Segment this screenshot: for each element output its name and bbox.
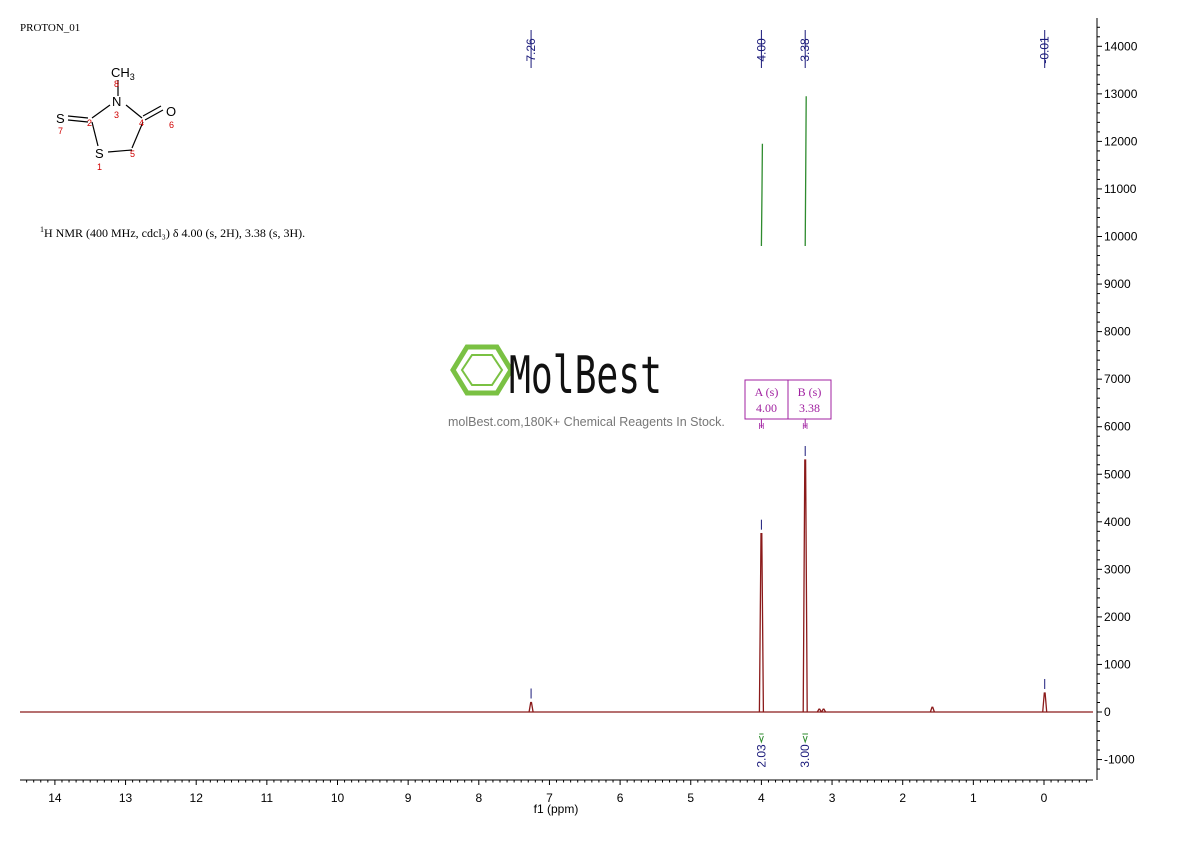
- experiment-label: PROTON_01: [20, 22, 80, 34]
- integral-group: 2.03 3.00: [754, 96, 812, 768]
- x-tick-label: 10: [331, 791, 345, 805]
- x-tick-label: 5: [687, 791, 694, 805]
- y-tick-label: 10000: [1104, 230, 1138, 244]
- watermark-tagline: molBest.com,180K+ Chemical Reagents In S…: [448, 415, 725, 429]
- integral-curve: [804, 96, 807, 247]
- x-tick-label: 8: [475, 791, 482, 805]
- y-tick-label: 1000: [1104, 657, 1131, 671]
- integral-value: 3.00: [798, 744, 812, 768]
- multiplet-name: A (s): [755, 385, 779, 399]
- watermark: MolBest molBest.com,180K+ Chemical Reage…: [448, 344, 725, 429]
- multiplet-unit: H: [802, 422, 808, 431]
- y-tick-label: 5000: [1104, 467, 1131, 481]
- atom-methyl: CH3: [111, 65, 135, 82]
- y-tick-label: 6000: [1104, 420, 1131, 434]
- molecule-structure: S 7 2 N 3 CH3 8 4 O 6 5 S 1: [56, 65, 176, 172]
- x-tick-label: 4: [758, 791, 765, 805]
- y-tick-label: 11000: [1104, 182, 1137, 196]
- x-axis-label: f1 (ppm): [534, 802, 579, 816]
- y-tick-label: 7000: [1104, 372, 1131, 386]
- y-tick-label: -1000: [1104, 753, 1135, 767]
- x-tick-label: 1: [970, 791, 977, 805]
- peak-label: 7.26: [524, 38, 538, 62]
- spectrum-trace: [20, 459, 1093, 713]
- x-tick-label: 9: [405, 791, 412, 805]
- atom-number-2: 2: [87, 118, 92, 128]
- x-tick-label: 2: [899, 791, 906, 805]
- caption-text: H NMR (400 MHz, cdcl₃) δ 4.00 (s, 2H), 3…: [44, 226, 306, 240]
- x-tick-label: 3: [829, 791, 836, 805]
- x-tick-label: 12: [190, 791, 204, 805]
- spectrum-peak: [528, 701, 534, 713]
- spectrum-peak: [758, 533, 765, 713]
- y-tick-label: 12000: [1104, 134, 1138, 148]
- integral-curve: [760, 143, 764, 247]
- x-tick-label: 0: [1041, 791, 1048, 805]
- peak-label: 3.38: [798, 38, 812, 62]
- multiplet-box: [787, 379, 832, 420]
- atom-number-6: 6: [169, 120, 174, 130]
- nmr-caption: 1H NMR (400 MHz, cdcl₃) δ 4.00 (s, 2H), …: [40, 225, 305, 241]
- x-tick-label: 6: [617, 791, 624, 805]
- atom-number-4: 4: [139, 118, 144, 128]
- multiplet-shift: 3.38: [799, 401, 820, 415]
- y-tick-label: 13000: [1104, 87, 1138, 101]
- atom-number-5: 5: [130, 149, 135, 159]
- benzene-hexagon-icon: [450, 344, 514, 396]
- multiplet-box: [744, 379, 789, 420]
- x-tick-label: 13: [119, 791, 133, 805]
- atom-number-8: 8: [114, 79, 119, 89]
- y-axis: -1000 0 1000 2000 3000 4000 5000 6000 7000 8000 90…: [1096, 18, 1138, 780]
- multiplet-shift: 4.00: [756, 401, 777, 415]
- atom-number-3: 3: [114, 110, 119, 120]
- spectrum-peak: [929, 706, 935, 713]
- structure-bonds: [67, 80, 164, 153]
- atom-s-ring: S: [95, 146, 104, 161]
- atom-nitrogen: N: [112, 94, 121, 109]
- spectrum-peak: [802, 459, 808, 713]
- integral-value: 2.03: [754, 744, 768, 768]
- y-tick-group: -1000 0 1000 2000 3000 4000 5000 6000 7000 8000 90…: [1097, 26, 1138, 770]
- atom-oxygen: O: [166, 104, 176, 119]
- atom-number-7: 7: [58, 126, 63, 136]
- peak-label-group: 7.26 4.00 3.38 -0.01: [524, 30, 1052, 699]
- multiplet-box-group: A (s) 4.00 H B (s) 3.38 H: [744, 379, 832, 431]
- spectrum-peak: [1042, 692, 1048, 713]
- atom-s-exocyclic: S: [56, 111, 65, 126]
- x-tick-label: 14: [48, 791, 62, 805]
- x-tick-label: 7: [546, 791, 553, 805]
- x-axis: 14 13 12 11 10 9 8 7 6 5 4 3 2 1 0 f1 (ppm): [20, 779, 1093, 816]
- spectrum-peak: [816, 708, 822, 713]
- multiplet-name: B (s): [798, 385, 822, 399]
- y-tick-label: 0: [1104, 705, 1111, 719]
- spectrum-peak: [821, 708, 827, 713]
- y-tick-label: 9000: [1104, 277, 1131, 291]
- caption-superscript: 1: [40, 225, 44, 234]
- y-tick-label: 8000: [1104, 325, 1131, 339]
- y-tick-label: 4000: [1104, 515, 1131, 529]
- watermark-brand: MolBest: [509, 346, 662, 406]
- integral-arrow: [802, 735, 808, 744]
- y-tick-label: 14000: [1104, 39, 1138, 53]
- peak-label: 4.00: [754, 38, 768, 62]
- y-tick-label: 3000: [1104, 562, 1131, 576]
- y-tick-label: 2000: [1104, 610, 1131, 624]
- x-tick-label: 11: [261, 791, 274, 805]
- multiplet-unit: H: [759, 422, 765, 431]
- integral-arrow: [758, 735, 764, 744]
- x-tick-group: 14 13 12 11 10 9 8 7 6 5 4 3 2 1 0: [26, 780, 1087, 805]
- peak-label: -0.01: [1038, 36, 1052, 64]
- atom-number-1: 1: [97, 162, 102, 172]
